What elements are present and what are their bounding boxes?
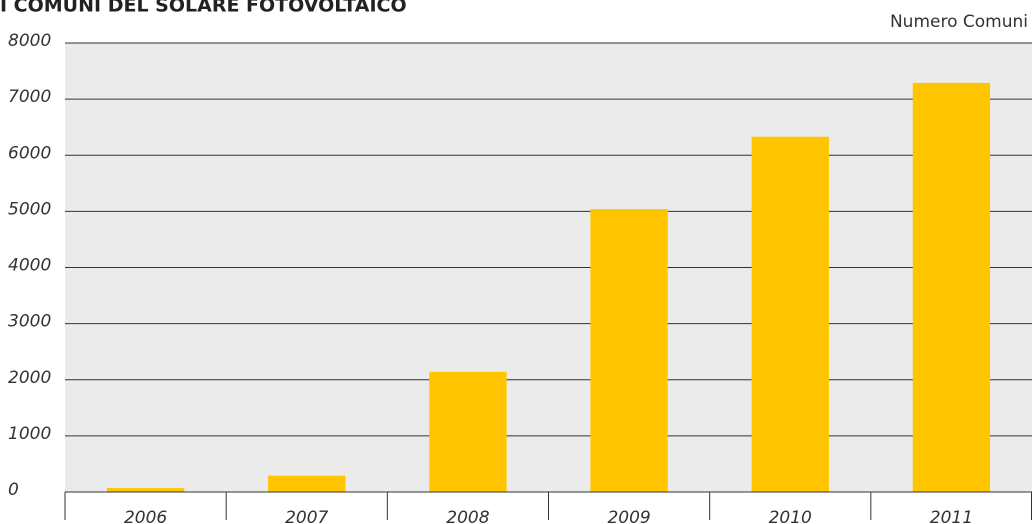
bar: [106, 488, 185, 492]
y-axis-label: Numero Comuni: [890, 12, 1028, 32]
x-tick-label: 2010: [769, 508, 812, 524]
x-tick-label: 2007: [285, 508, 328, 524]
x-tick-label: 2008: [446, 508, 489, 524]
y-tick-label: 8000: [8, 31, 51, 51]
y-tick-label: 7000: [8, 87, 51, 107]
y-tick-label: 4000: [8, 256, 51, 276]
y-tick-label: 1000: [8, 424, 51, 444]
y-tick-label: 3000: [8, 312, 51, 332]
x-tick-label: 2006: [124, 508, 167, 524]
x-tick-label: 2011: [930, 508, 973, 524]
y-tick-label: 0: [8, 480, 19, 500]
bar: [268, 475, 346, 492]
bar: [429, 371, 507, 492]
bar: [912, 82, 991, 492]
bar: [590, 209, 668, 492]
y-tick-label: 5000: [8, 199, 51, 219]
y-tick-label: 6000: [8, 143, 51, 163]
x-tick-label: 2009: [607, 508, 650, 524]
y-tick-label: 2000: [8, 368, 51, 388]
chart-title: I COMUNI DEL SOLARE FOTOVOLTAICO: [0, 0, 407, 17]
bar: [751, 136, 829, 492]
